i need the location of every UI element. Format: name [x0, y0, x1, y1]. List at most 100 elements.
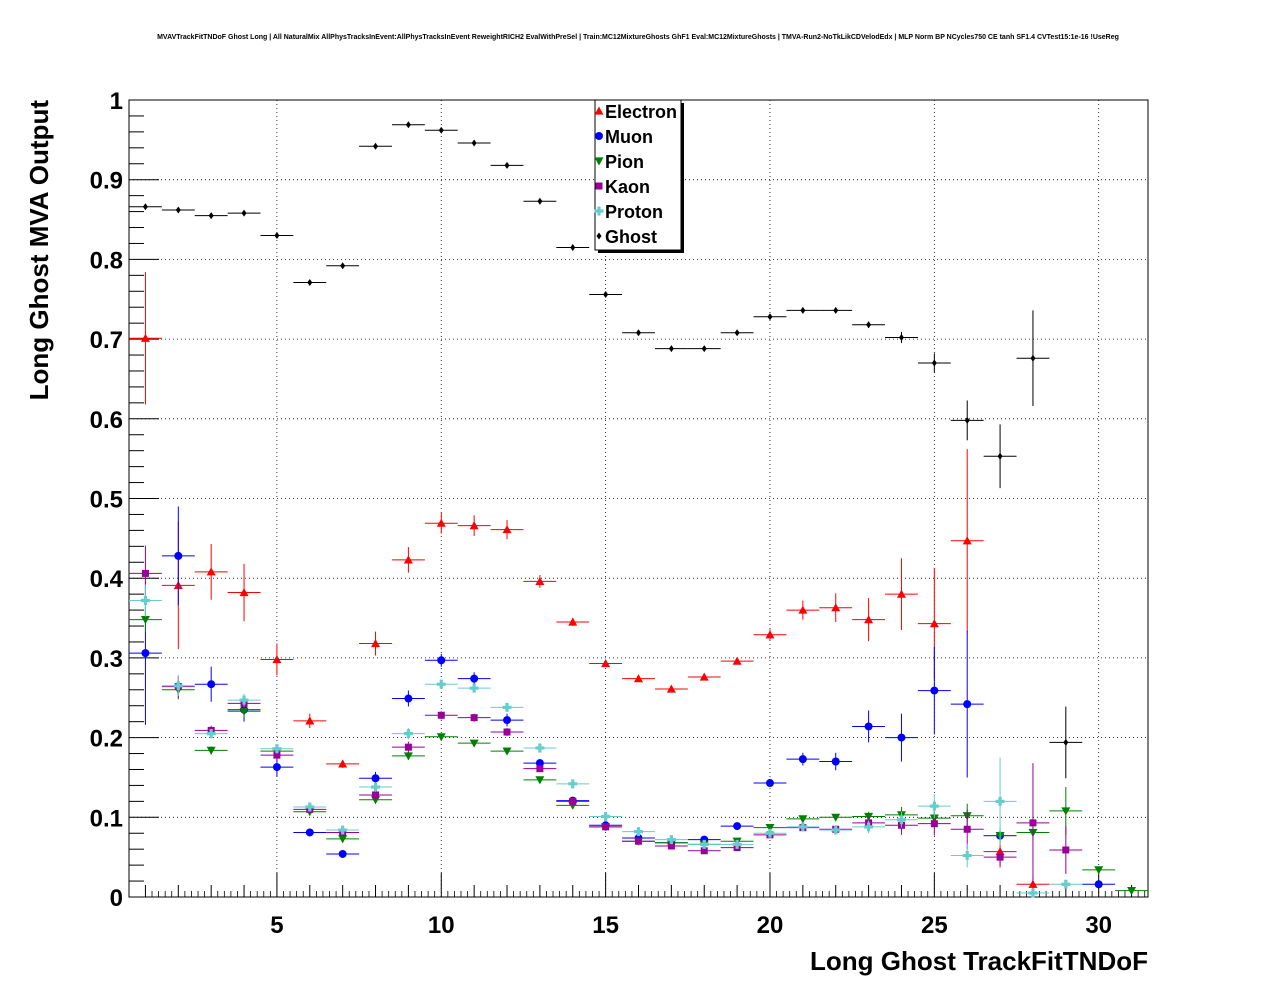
electron-point: [556, 617, 590, 627]
muon-point: [819, 752, 853, 771]
legend-label-kaon: Kaon: [605, 177, 650, 197]
proton-point: [720, 839, 754, 849]
legend-entry-pion: Pion: [594, 152, 644, 172]
ghost-point: [227, 209, 261, 217]
kaon-point: [983, 849, 1017, 866]
legend-entry-proton: Proton: [594, 202, 663, 222]
y-tick-label: 0.8: [90, 247, 123, 274]
electron-point: [622, 674, 655, 683]
pion-marker: [765, 824, 775, 833]
kaon-point: [589, 823, 623, 831]
pion-marker: [206, 746, 216, 755]
kaon-point: [950, 809, 984, 850]
proton-marker: [173, 681, 183, 691]
proton-point: [326, 825, 360, 835]
proton-point: [424, 679, 458, 689]
proton-point: [687, 839, 721, 849]
y-tick-label: 1: [110, 88, 123, 115]
ghost-point: [753, 313, 787, 321]
ghost-marker: [241, 209, 247, 217]
ghost-marker: [175, 206, 181, 214]
kaon-point: [556, 797, 590, 805]
pion-marker: [436, 733, 446, 742]
series-ghost: [129, 121, 1083, 779]
ghost-marker: [340, 262, 346, 270]
electron-marker: [929, 619, 939, 628]
ghost-marker: [373, 142, 379, 150]
y-axis-label: Long Ghost MVA Output: [24, 100, 54, 401]
proton-marker: [568, 779, 578, 789]
proton-marker: [502, 702, 512, 712]
ghost-point: [359, 142, 392, 150]
ghost-point: [424, 126, 458, 134]
ghost-point: [457, 139, 491, 147]
proton-marker: [371, 782, 381, 792]
muon-point: [161, 506, 195, 606]
ticks: 5 10 15 20 25 30 0 0.1 0.2 0.3 0.4 0.5 0.6 0.7 0.8 0.9 1: [90, 88, 1146, 939]
ghost-point: [622, 329, 655, 337]
kaon-marker: [569, 797, 577, 805]
ghost-point: [589, 290, 623, 298]
electron-marker: [896, 589, 906, 598]
proton-marker: [962, 851, 972, 861]
kaon-point: [490, 728, 524, 737]
kaon-marker: [536, 765, 544, 773]
kaon-point: [523, 765, 557, 773]
pion-marker: [1094, 866, 1104, 875]
proton-marker: [765, 828, 775, 838]
ghost-marker: [142, 203, 148, 211]
ghost-marker: [866, 321, 872, 329]
electron-point: [359, 631, 392, 656]
legend-entry-electron: Electron: [594, 102, 677, 122]
series-proton: [129, 584, 1083, 898]
ghost-marker: [405, 121, 411, 129]
pion-point: [457, 739, 491, 748]
ghost-point: [293, 279, 327, 287]
electron-point: [326, 759, 360, 768]
ghost-point: [556, 243, 590, 251]
proton-marker: [732, 839, 742, 849]
proton-marker: [666, 835, 676, 845]
ghost-marker: [274, 231, 280, 239]
kaon-marker: [503, 728, 511, 736]
x-tick-label: 10: [428, 912, 455, 939]
muon-marker: [864, 722, 873, 731]
electron-point: [227, 563, 261, 622]
kaon-point: [1016, 763, 1050, 883]
y-tick-label: 0.4: [90, 566, 124, 593]
electron-point: [753, 629, 787, 641]
pion-marker: [535, 776, 545, 785]
proton-point: [260, 743, 294, 754]
pion-marker: [798, 815, 808, 824]
electron-point: [950, 449, 984, 633]
ghost-point: [391, 121, 425, 129]
proton-point: [490, 702, 524, 712]
proton-point: [227, 693, 261, 707]
kaon-marker: [602, 823, 610, 831]
pion-marker: [1061, 807, 1071, 816]
electron-marker: [962, 536, 972, 545]
electron-marker: [239, 588, 249, 597]
muon-marker: [963, 700, 972, 709]
legend-marker-kaon: [595, 182, 603, 190]
kaon-marker: [667, 842, 675, 850]
ghost-point: [1016, 310, 1050, 407]
proton-point: [1016, 888, 1050, 898]
muon-marker: [535, 759, 544, 768]
electron-marker: [1028, 879, 1038, 888]
ghost-point: [326, 262, 360, 270]
proton-point: [194, 728, 228, 739]
kaon-marker: [273, 751, 281, 759]
y-tick-label: 0.6: [90, 407, 123, 434]
kaon-marker: [141, 569, 149, 577]
proton-point: [852, 820, 886, 834]
pion-marker: [403, 752, 413, 761]
kaon-marker: [470, 714, 478, 722]
kaon-marker: [635, 837, 642, 845]
proton-marker: [403, 729, 413, 739]
proton-marker: [436, 679, 446, 689]
muon-point: [490, 713, 524, 727]
proton-point: [457, 683, 491, 693]
pion-point: [424, 733, 458, 742]
electron-marker: [699, 672, 709, 681]
